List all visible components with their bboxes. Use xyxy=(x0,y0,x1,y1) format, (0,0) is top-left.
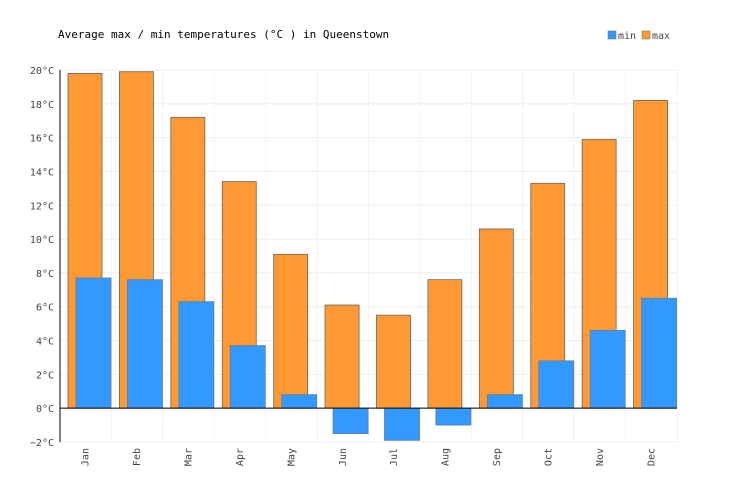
x-tick-label: Mar xyxy=(184,448,195,466)
bar-max xyxy=(273,253,309,409)
bar-min xyxy=(435,407,472,426)
y-tick-label: 14°C xyxy=(30,167,54,178)
y-tick-label: 0°C xyxy=(36,404,54,415)
y-tick-label: 16°C xyxy=(30,134,54,145)
x-tick-labels: Jan Feb Mar Apr May Jun Jul Aug Sep Oct Nov Dec xyxy=(81,448,658,466)
bar-min xyxy=(332,407,369,434)
bar-max xyxy=(478,228,514,409)
bar-min xyxy=(589,329,626,409)
x-tick-label: Oct xyxy=(543,448,554,466)
legend-min-label: min xyxy=(618,31,636,42)
y-tick-label: 18°C xyxy=(30,100,54,111)
legend: min max xyxy=(607,30,670,42)
x-tick-label: Jul xyxy=(389,448,400,466)
legend-max-swatch xyxy=(641,30,651,40)
bar-max xyxy=(427,279,463,409)
x-tick-label: Feb xyxy=(132,448,143,466)
y-tick-label: 12°C xyxy=(30,201,54,212)
x-tick-label: Jun xyxy=(338,448,349,466)
bar-max xyxy=(324,304,360,409)
legend-max-label: max xyxy=(652,31,670,42)
x-tick-label: Dec xyxy=(646,448,657,466)
y-tick-labels: −2°C 0°C 2°C 4°C 6°C 8°C 10°C 12°C 14°C 16°C 18°C 2… xyxy=(30,66,54,449)
bar-min xyxy=(229,345,266,409)
bar-max xyxy=(376,314,411,409)
y-tick-label: 4°C xyxy=(36,337,54,348)
bar-min xyxy=(75,277,112,409)
x-tick-label: May xyxy=(286,448,297,466)
legend-min-swatch xyxy=(607,30,617,40)
y-tick-label: 6°C xyxy=(36,303,54,314)
bar-min xyxy=(127,279,163,409)
x-tick-label: Jan xyxy=(81,448,92,466)
x-tick-label: Aug xyxy=(441,448,452,466)
bar-min xyxy=(178,301,215,409)
x-tick-label: Apr xyxy=(235,448,246,466)
x-tick-label: Sep xyxy=(492,448,503,466)
y-tick-label: −2°C xyxy=(30,438,54,449)
y-tick-label: 20°C xyxy=(30,66,54,77)
y-tick-label: 2°C xyxy=(36,370,54,381)
bar-min xyxy=(641,297,677,409)
bar-min xyxy=(384,407,420,441)
y-tick-label: 8°C xyxy=(36,269,54,280)
axes xyxy=(59,70,677,442)
bar-min xyxy=(486,394,523,409)
bar-min xyxy=(538,360,575,409)
chart-title: Average max / min temperatures (°C ) in … xyxy=(58,28,389,41)
x-tick-label: Nov xyxy=(595,448,606,466)
y-tick-label: 10°C xyxy=(30,235,54,246)
min-series xyxy=(75,277,677,441)
bar-min xyxy=(281,394,318,409)
